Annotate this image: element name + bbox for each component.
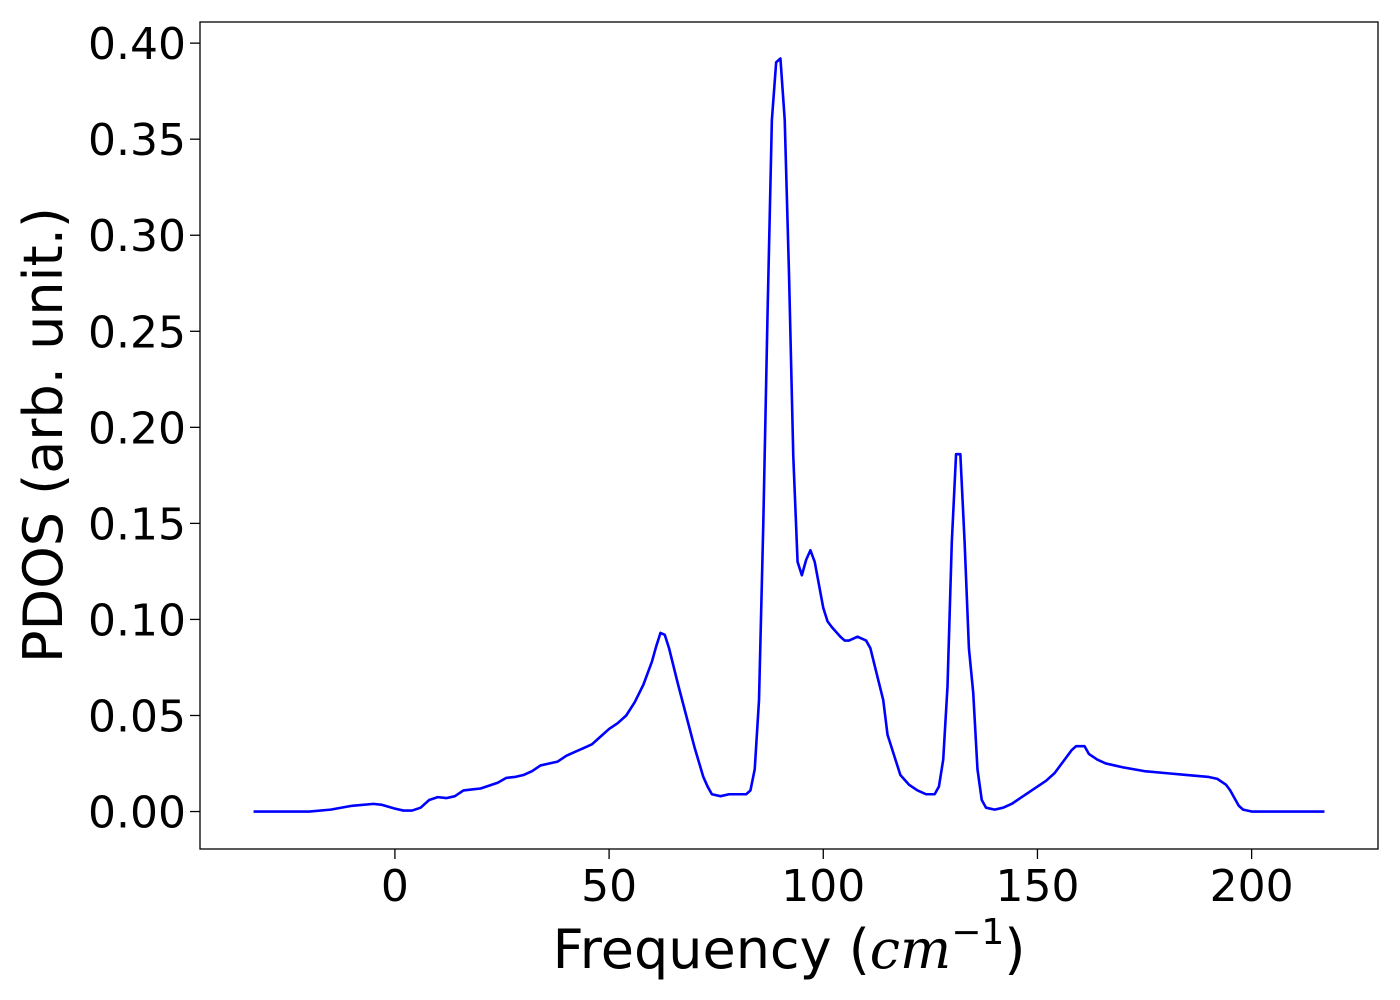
y-tick-label: 0.25: [88, 307, 186, 358]
x-tick-label: 0: [381, 861, 409, 912]
data-line: [253, 57, 1325, 813]
x-tick-label: 150: [995, 861, 1079, 912]
x-tick-label: 100: [781, 861, 865, 912]
y-tick-label: 0.30: [88, 211, 186, 262]
y-tick-label: 0.10: [88, 595, 186, 646]
x-label-part: ): [1004, 918, 1025, 981]
x-label-part: −1: [951, 912, 1004, 953]
y-tick-label: 0.00: [88, 788, 186, 839]
y-tick-label: 0.40: [88, 19, 186, 70]
y-tick-label: 0.20: [88, 403, 186, 454]
x-label-part: Frequency (: [553, 918, 870, 981]
x-axis-label: Frequency (cm−1): [553, 912, 1026, 981]
x-tick-label: 200: [1210, 861, 1294, 912]
x-label-part: cm: [870, 918, 951, 981]
y-tick-label: 0.15: [88, 499, 186, 550]
y-axis-label: PDOS (arb. unit.): [12, 207, 75, 663]
x-tick-label: 50: [581, 861, 637, 912]
plot-frame: [199, 21, 1379, 850]
y-tick-label: 0.35: [88, 115, 186, 166]
y-tick-label: 0.05: [88, 691, 186, 742]
